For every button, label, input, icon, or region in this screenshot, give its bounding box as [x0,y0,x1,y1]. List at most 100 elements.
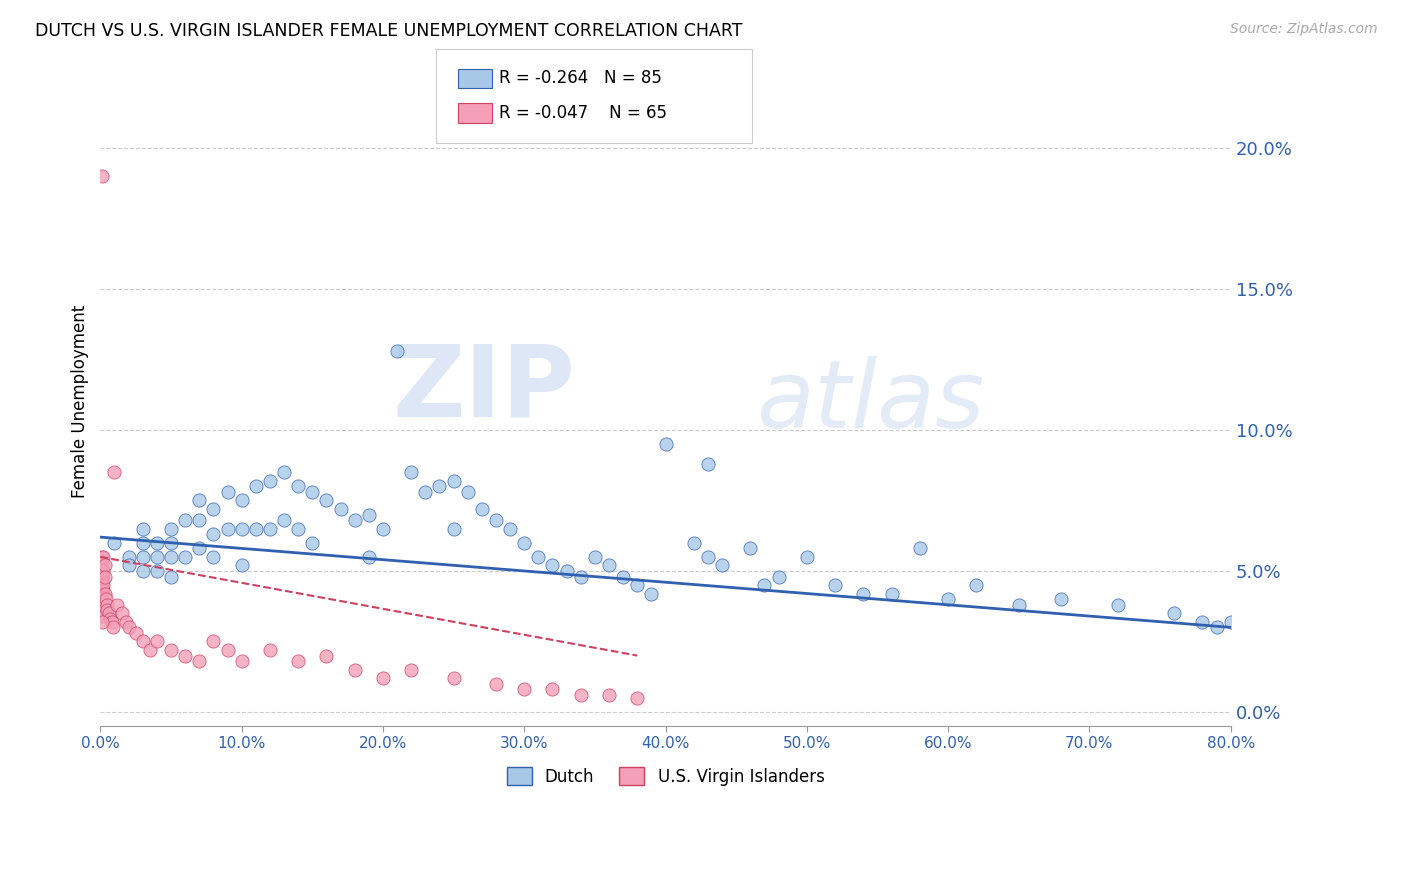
Point [1219,615,1241,629]
Text: ZIP: ZIP [392,340,575,437]
Point [90,556,112,570]
Point [654,437,676,451]
Point [90,592,112,607]
Point [93,558,115,573]
Point [90,581,112,595]
Point [117,549,139,564]
Point [132,535,155,549]
Point [96,603,118,617]
Point [245,479,267,493]
Point [91,564,114,578]
Point [697,457,720,471]
Point [371,671,394,685]
Point [90,575,112,590]
Point [132,549,155,564]
Point [598,558,620,573]
Point [626,578,648,592]
Point [100,615,122,629]
Legend: Dutch, U.S. Virgin Islanders: Dutch, U.S. Virgin Islanders [501,761,831,792]
Point [598,688,620,702]
Point [114,615,136,629]
Point [90,595,112,609]
Text: Source: ZipAtlas.com: Source: ZipAtlas.com [1230,22,1378,37]
Point [160,643,183,657]
Point [96,598,118,612]
Point [513,535,536,549]
Point [132,522,155,536]
Point [174,648,197,663]
Point [273,465,295,479]
Y-axis label: Female Unemployment: Female Unemployment [72,305,89,499]
Point [105,598,128,612]
Point [202,634,225,648]
Point [329,502,352,516]
Point [217,643,239,657]
Point [117,620,139,634]
Point [541,558,564,573]
Point [697,549,720,564]
Point [124,626,146,640]
Point [569,569,592,583]
Point [90,609,112,624]
Point [273,513,295,527]
Point [443,474,465,488]
Point [1163,607,1185,621]
Point [217,522,239,536]
Point [231,522,253,536]
Point [485,677,508,691]
Point [527,549,550,564]
Point [357,508,380,522]
Point [754,578,776,592]
Point [908,541,931,556]
Point [852,586,875,600]
Point [357,549,380,564]
Point [399,663,422,677]
Point [202,502,225,516]
Point [612,569,634,583]
Point [301,485,323,500]
Point [1008,598,1031,612]
Point [90,586,112,600]
Point [385,343,408,358]
Point [90,564,112,578]
Point [188,541,211,556]
Point [94,592,117,607]
Point [245,522,267,536]
Point [880,586,903,600]
Point [711,558,734,573]
Point [541,682,564,697]
Point [301,535,323,549]
Point [343,663,366,677]
Point [499,522,522,536]
Point [259,474,281,488]
Point [103,535,125,549]
Point [90,603,112,617]
Point [90,573,112,587]
Text: R = -0.047    N = 65: R = -0.047 N = 65 [499,104,666,122]
Point [824,578,846,592]
Point [91,578,114,592]
Text: R = -0.264   N = 85: R = -0.264 N = 85 [499,70,662,87]
Point [457,485,479,500]
Point [371,522,394,536]
Point [740,541,762,556]
Point [90,583,112,598]
Point [132,634,155,648]
Point [110,607,132,621]
Point [97,607,120,621]
Point [174,513,197,527]
Point [93,569,115,583]
Point [132,564,155,578]
Point [259,643,281,657]
Point [90,561,112,575]
Point [146,634,169,648]
Point [98,612,121,626]
Point [90,615,112,629]
Point [139,643,162,657]
Point [231,493,253,508]
Point [117,558,139,573]
Point [471,502,494,516]
Point [768,569,790,583]
Point [415,485,437,500]
Point [101,620,124,634]
